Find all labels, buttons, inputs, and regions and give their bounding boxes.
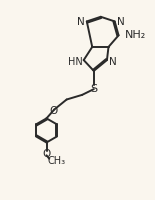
Text: S: S xyxy=(90,83,97,93)
Text: NH₂: NH₂ xyxy=(125,30,146,40)
Text: O: O xyxy=(49,105,58,115)
Text: N: N xyxy=(77,17,85,27)
Text: O: O xyxy=(42,148,51,158)
Text: N: N xyxy=(117,17,124,27)
Text: N: N xyxy=(109,57,117,67)
Text: CH₃: CH₃ xyxy=(47,155,65,165)
Text: HN: HN xyxy=(68,57,83,67)
